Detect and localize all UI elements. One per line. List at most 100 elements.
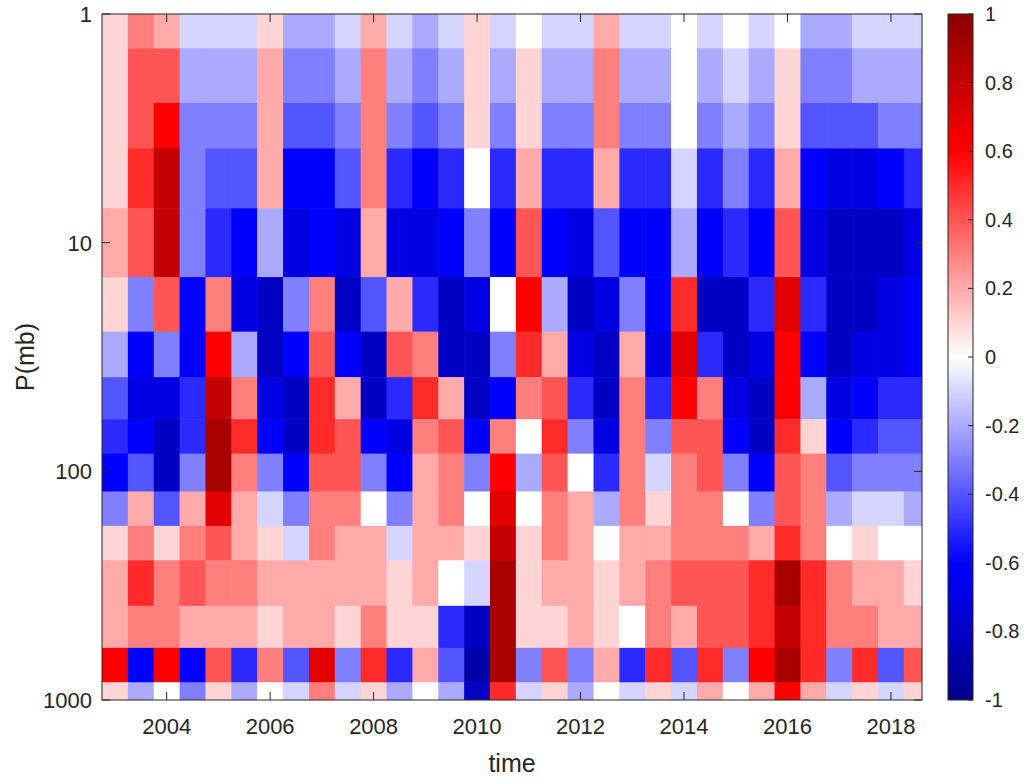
cell	[412, 14, 438, 49]
x-tick-label: 2016	[763, 714, 812, 739]
x-tick	[373, 14, 374, 22]
cell	[180, 491, 206, 526]
cell	[154, 454, 180, 492]
x-tick	[787, 692, 788, 700]
cell	[102, 14, 128, 49]
colorbar-tick	[968, 357, 973, 358]
cell	[490, 606, 516, 649]
x-tick-label: 2008	[349, 714, 398, 739]
cell	[412, 332, 438, 378]
cell	[645, 14, 671, 49]
cell	[878, 648, 904, 683]
cell	[904, 14, 922, 49]
cell	[568, 148, 594, 208]
cell	[593, 454, 619, 492]
x-tick-label: 2006	[246, 714, 295, 739]
cell	[852, 454, 878, 492]
cell	[516, 14, 542, 49]
cell	[387, 491, 413, 526]
cell	[904, 606, 922, 649]
cell	[593, 48, 619, 103]
cell	[464, 377, 490, 420]
cell	[205, 560, 231, 606]
cell	[128, 648, 154, 683]
cell	[619, 377, 645, 420]
cell	[412, 148, 438, 208]
cell	[697, 560, 723, 606]
x-tick-label: 2012	[556, 714, 605, 739]
cell	[128, 419, 154, 454]
cell	[904, 103, 922, 149]
cell	[697, 377, 723, 420]
cell	[180, 148, 206, 208]
cell	[568, 332, 594, 378]
cell	[542, 648, 568, 683]
cell	[438, 491, 464, 526]
cell	[723, 454, 749, 492]
cell	[412, 377, 438, 420]
cell	[438, 454, 464, 492]
x-tick-label: 2018	[866, 714, 915, 739]
cell	[904, 682, 922, 700]
cell	[231, 491, 257, 526]
cell	[154, 48, 180, 103]
cell	[335, 682, 361, 700]
cell	[723, 682, 749, 700]
cell	[749, 103, 775, 149]
cell	[852, 277, 878, 332]
cell	[593, 682, 619, 700]
cell	[619, 682, 645, 700]
cell	[180, 682, 206, 700]
cell	[283, 454, 309, 492]
cell	[904, 648, 922, 683]
plot-frame	[102, 14, 922, 700]
cell	[335, 103, 361, 149]
cell	[878, 48, 904, 103]
y-tick-label: 1000	[43, 688, 92, 713]
x-axis-label: time	[488, 749, 535, 777]
cell	[257, 277, 283, 332]
cell	[205, 14, 231, 49]
cell	[102, 208, 128, 277]
cell	[671, 277, 697, 332]
cell	[128, 377, 154, 420]
cell	[749, 606, 775, 649]
cell	[671, 682, 697, 700]
cell	[619, 103, 645, 149]
cell	[645, 48, 671, 103]
cell	[568, 48, 594, 103]
cell	[826, 419, 852, 454]
cell	[464, 14, 490, 49]
cell	[800, 14, 826, 49]
cell	[128, 277, 154, 332]
cell	[438, 377, 464, 420]
cell	[852, 682, 878, 700]
colorbar-tick-label: 0	[985, 346, 996, 368]
cell	[568, 491, 594, 526]
y-tick-label: 10	[68, 231, 92, 256]
cell	[283, 682, 309, 700]
cell	[387, 560, 413, 606]
cell	[852, 526, 878, 561]
cell	[102, 332, 128, 378]
cell	[775, 419, 801, 454]
cell	[878, 606, 904, 649]
cell	[464, 332, 490, 378]
cell	[128, 682, 154, 700]
cell	[723, 491, 749, 526]
cell	[180, 648, 206, 683]
cell	[154, 491, 180, 526]
cell	[335, 491, 361, 526]
cell	[412, 454, 438, 492]
cell	[645, 491, 671, 526]
cell	[231, 103, 257, 149]
y-tick	[102, 14, 110, 15]
cell	[671, 606, 697, 649]
cell	[154, 526, 180, 561]
cell	[723, 48, 749, 103]
cell	[878, 419, 904, 454]
cell	[205, 148, 231, 208]
cell	[180, 14, 206, 49]
cell	[516, 491, 542, 526]
cell	[645, 419, 671, 454]
